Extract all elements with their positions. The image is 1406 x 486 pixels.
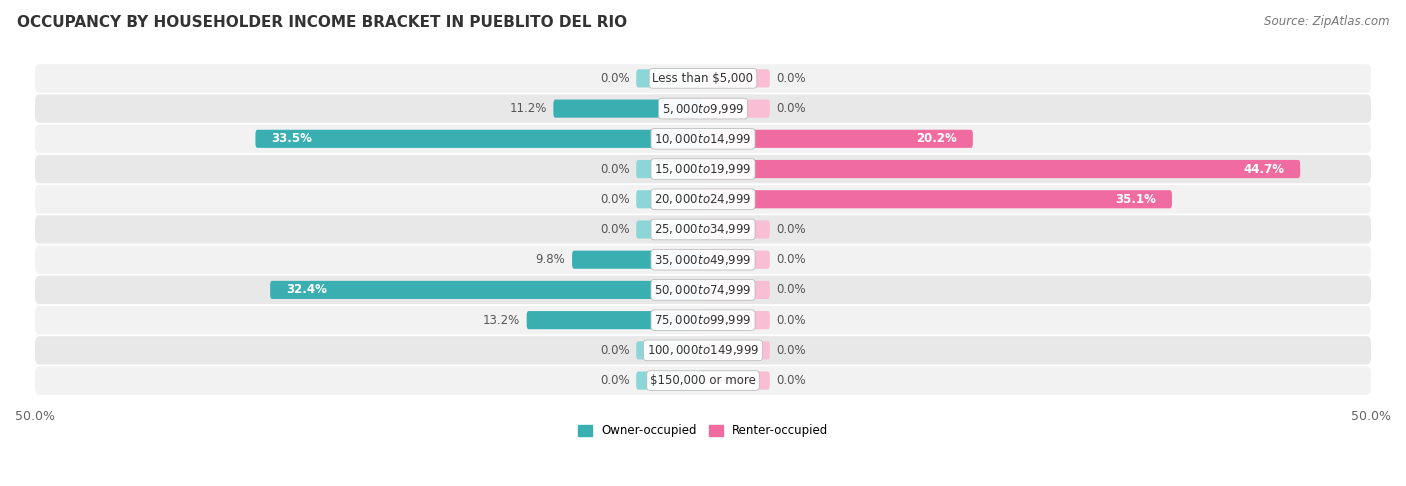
FancyBboxPatch shape [703,251,770,269]
FancyBboxPatch shape [636,69,703,87]
FancyBboxPatch shape [572,251,703,269]
Legend: Owner-occupied, Renter-occupied: Owner-occupied, Renter-occupied [572,420,834,442]
Text: 9.8%: 9.8% [536,253,565,266]
FancyBboxPatch shape [554,100,703,118]
FancyBboxPatch shape [703,281,770,299]
FancyBboxPatch shape [703,160,1301,178]
FancyBboxPatch shape [636,371,703,390]
Text: $100,000 to $149,999: $100,000 to $149,999 [647,343,759,357]
FancyBboxPatch shape [703,190,1173,208]
Text: 0.0%: 0.0% [776,253,806,266]
Text: 44.7%: 44.7% [1243,162,1284,175]
Text: 13.2%: 13.2% [482,313,520,327]
FancyBboxPatch shape [35,155,1371,183]
Text: $50,000 to $74,999: $50,000 to $74,999 [654,283,752,297]
FancyBboxPatch shape [703,341,770,360]
Text: Source: ZipAtlas.com: Source: ZipAtlas.com [1264,15,1389,28]
Text: 0.0%: 0.0% [600,193,630,206]
Text: $20,000 to $24,999: $20,000 to $24,999 [654,192,752,206]
Text: 0.0%: 0.0% [776,344,806,357]
FancyBboxPatch shape [256,130,703,148]
Text: 0.0%: 0.0% [600,72,630,85]
Text: 32.4%: 32.4% [287,283,328,296]
FancyBboxPatch shape [636,190,703,208]
FancyBboxPatch shape [35,306,1371,334]
Text: $150,000 or more: $150,000 or more [650,374,756,387]
Text: 0.0%: 0.0% [600,162,630,175]
FancyBboxPatch shape [270,281,703,299]
Text: 0.0%: 0.0% [776,313,806,327]
Text: OCCUPANCY BY HOUSEHOLDER INCOME BRACKET IN PUEBLITO DEL RIO: OCCUPANCY BY HOUSEHOLDER INCOME BRACKET … [17,15,627,30]
FancyBboxPatch shape [703,371,770,390]
FancyBboxPatch shape [703,221,770,239]
FancyBboxPatch shape [703,100,770,118]
Text: 0.0%: 0.0% [776,283,806,296]
FancyBboxPatch shape [35,94,1371,123]
Text: 0.0%: 0.0% [600,374,630,387]
Text: $75,000 to $99,999: $75,000 to $99,999 [654,313,752,327]
FancyBboxPatch shape [35,215,1371,243]
FancyBboxPatch shape [35,366,1371,395]
Text: $15,000 to $19,999: $15,000 to $19,999 [654,162,752,176]
Text: 0.0%: 0.0% [600,344,630,357]
FancyBboxPatch shape [35,276,1371,304]
Text: $25,000 to $34,999: $25,000 to $34,999 [654,223,752,237]
FancyBboxPatch shape [35,245,1371,274]
Text: 11.2%: 11.2% [509,102,547,115]
FancyBboxPatch shape [636,160,703,178]
FancyBboxPatch shape [35,336,1371,364]
FancyBboxPatch shape [703,69,770,87]
Text: $10,000 to $14,999: $10,000 to $14,999 [654,132,752,146]
Text: $35,000 to $49,999: $35,000 to $49,999 [654,253,752,267]
FancyBboxPatch shape [35,185,1371,213]
FancyBboxPatch shape [636,221,703,239]
FancyBboxPatch shape [636,341,703,360]
FancyBboxPatch shape [527,311,703,329]
FancyBboxPatch shape [703,311,770,329]
Text: 0.0%: 0.0% [776,72,806,85]
Text: 0.0%: 0.0% [776,223,806,236]
Text: 0.0%: 0.0% [776,374,806,387]
FancyBboxPatch shape [35,64,1371,93]
Text: $5,000 to $9,999: $5,000 to $9,999 [662,102,744,116]
FancyBboxPatch shape [703,130,973,148]
Text: 0.0%: 0.0% [600,223,630,236]
FancyBboxPatch shape [35,124,1371,153]
Text: 33.5%: 33.5% [271,132,312,145]
Text: 35.1%: 35.1% [1115,193,1156,206]
Text: 0.0%: 0.0% [776,102,806,115]
Text: 20.2%: 20.2% [917,132,957,145]
Text: Less than $5,000: Less than $5,000 [652,72,754,85]
